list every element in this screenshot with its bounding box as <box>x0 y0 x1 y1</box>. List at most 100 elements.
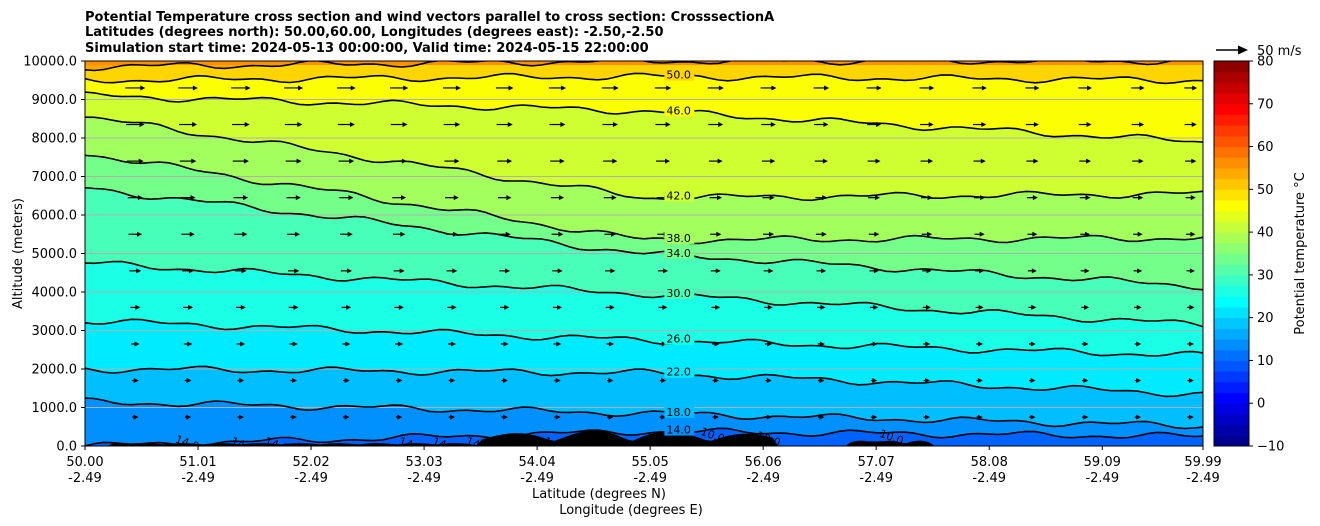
wind-vector <box>1131 122 1145 128</box>
wind-vector <box>1131 85 1145 91</box>
wind-vector <box>1186 268 1195 274</box>
colorbar-segment <box>1214 82 1249 94</box>
wind-vector <box>765 414 772 420</box>
contour-22.0 <box>85 365 1203 398</box>
colorbar-segment <box>1214 146 1249 158</box>
contour-label-38.0: 38.0 <box>666 232 691 245</box>
wind-vector <box>762 195 775 201</box>
y-tick-label-8: 8000.0 <box>32 132 78 147</box>
wind-vector <box>974 195 986 201</box>
wind-vector <box>1026 195 1038 201</box>
filled-contours <box>85 61 1203 446</box>
wind-vector <box>391 158 407 164</box>
wind-vector <box>284 85 304 91</box>
colorbar-segment <box>1214 135 1249 148</box>
wind-vector <box>870 378 878 384</box>
colorbar-tick-label-7: 60 <box>1257 140 1274 155</box>
wind-vector <box>975 268 985 274</box>
wind-vector <box>1132 158 1144 164</box>
colorbar-segment <box>1214 264 1249 276</box>
x-tick-lat-9: 59.09 <box>1084 455 1121 470</box>
colorbar-segment <box>1214 253 1249 265</box>
wind-vector <box>605 304 615 310</box>
wind-vector <box>395 414 403 420</box>
wind-vector <box>866 85 882 91</box>
wind-vector <box>815 195 828 201</box>
wind-vector <box>501 414 508 420</box>
x-tick-lon-10: -2.49 <box>1186 471 1220 486</box>
wind-vector <box>231 85 251 91</box>
colorbar-tick-label-3: 20 <box>1257 311 1274 326</box>
x-tick-lat-3: 53.03 <box>405 455 442 470</box>
wind-vector <box>817 341 825 347</box>
colorbar-tick-label-8: 70 <box>1257 97 1274 112</box>
chart-title-line-2: Latitudes (degrees north): 50.00,60.00, … <box>85 25 664 40</box>
wind-vector <box>394 304 404 310</box>
wind-vector <box>548 85 567 91</box>
y-axis: 0.0 1000.0 2000.0 3000.0 4000.0 5000.0 6000.0 7… <box>23 55 85 455</box>
colorbar-segment <box>1214 296 1249 308</box>
wind-vector <box>607 414 614 420</box>
wind-vector <box>1184 85 1198 91</box>
wind-vector <box>284 122 303 128</box>
wind-vector <box>340 231 353 237</box>
colorbar-segment <box>1214 210 1249 222</box>
wind-vector <box>392 195 407 201</box>
wind-vector <box>231 122 250 128</box>
wind-vector <box>129 268 142 274</box>
contour-label-42.0: 42.0 <box>666 190 691 203</box>
contour-label-bg-22.0 <box>664 365 695 378</box>
wind-vector <box>603 158 618 164</box>
wind-vector <box>976 341 984 347</box>
wind-vector <box>870 341 878 347</box>
wind-vector <box>657 268 669 274</box>
colorbar-segment <box>1214 285 1249 297</box>
contour-label-bg-30.0 <box>664 287 695 300</box>
colorbar-segment <box>1214 360 1249 372</box>
wind-vector <box>1080 268 1090 274</box>
wind-vector <box>390 85 409 91</box>
chart-title-line-1: Potential Temperature cross section and … <box>85 10 774 25</box>
wind-vector <box>130 304 141 310</box>
colorbar: −10 0 10 20 30 40 50 60 70 80 <box>1214 55 1284 455</box>
wind-vector <box>233 195 249 201</box>
wind-vector <box>1134 341 1142 347</box>
contour-50.0 <box>85 72 1203 85</box>
wind-vector <box>290 378 297 384</box>
wind-vector <box>818 414 825 420</box>
wind-vector <box>343 378 350 384</box>
colorbar-segment <box>1214 413 1249 426</box>
wind-vector <box>659 378 667 384</box>
wind-vector <box>495 85 514 91</box>
wind-vector <box>763 268 774 274</box>
wind-vector <box>184 414 192 420</box>
colorbar-segment <box>1214 435 1249 447</box>
wind-vector <box>1185 158 1197 164</box>
wind-vector <box>923 341 931 347</box>
wind-vector <box>765 378 772 384</box>
wind-vector <box>1029 414 1036 420</box>
y-tick-label-9: 9000.0 <box>32 93 78 108</box>
contour-label-30.0: 30.0 <box>666 287 691 300</box>
wind-vector <box>342 341 351 347</box>
wind-vector <box>1079 195 1091 201</box>
colorbar-segment <box>1214 103 1249 115</box>
colorbar-segment <box>1214 200 1249 212</box>
wind-vector <box>1028 304 1037 310</box>
colorbar-segment <box>1214 306 1249 319</box>
colorbar-segment <box>1214 157 1249 169</box>
contour-label-bg-14.0 <box>664 423 695 436</box>
x-axis-label-longitude: Longitude (degrees E) <box>559 503 703 518</box>
wind-vector <box>337 122 355 128</box>
x-tick-lat-10: 59.99 <box>1184 455 1221 470</box>
wind-vector <box>972 122 987 128</box>
wind-vector <box>236 341 246 347</box>
colorbar-segment <box>1214 71 1249 83</box>
wind-vector <box>604 231 617 237</box>
wind-vector <box>1187 378 1194 384</box>
wind-vector <box>285 158 302 164</box>
wind-vector <box>1028 341 1036 347</box>
wind-vector <box>235 304 246 310</box>
wind-vector <box>179 122 198 128</box>
